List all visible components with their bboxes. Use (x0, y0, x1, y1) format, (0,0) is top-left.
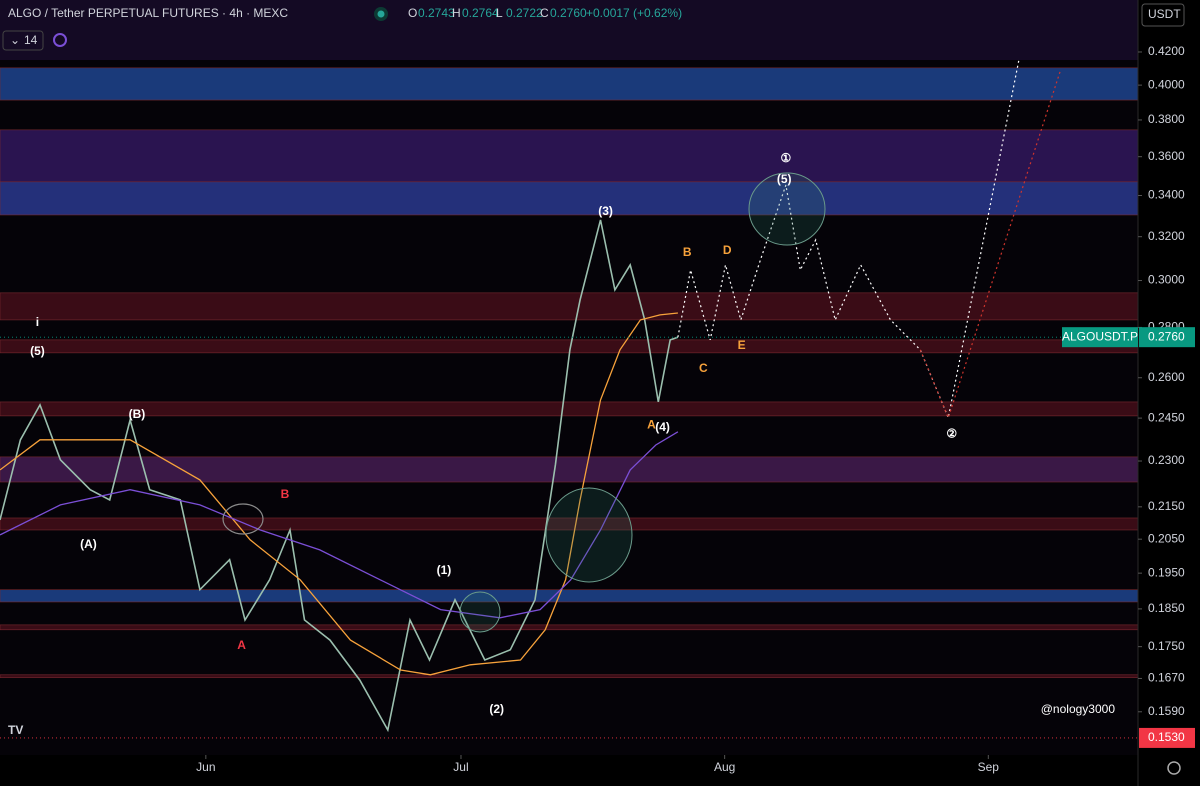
y-tick-label: 0.3400 (1148, 188, 1185, 202)
highlight (222, 503, 264, 535)
ohlc-key: H (452, 6, 461, 20)
x-tick-label: Sep (978, 760, 1000, 774)
chevron: ⌄ (10, 33, 20, 47)
price-tag-label: 0.2760 (1148, 329, 1185, 343)
wave-label: (3) (598, 204, 613, 218)
x-tick-label: Jul (453, 760, 468, 774)
series-line (677, 59, 1020, 420)
wave-label: A (237, 638, 246, 652)
y-tick-label: 0.2150 (1148, 499, 1185, 513)
top-tint (0, 0, 1138, 60)
wave-label: (4) (655, 420, 670, 434)
time-axis (0, 755, 1138, 786)
y-tick-label: 0.1590 (1148, 704, 1185, 718)
ohlc-value: 0.2760 (550, 6, 587, 20)
x-tick-label: Aug (714, 760, 735, 774)
wave-label: C (699, 361, 708, 375)
wave-label: E (738, 338, 746, 352)
currency-button[interactable] (1141, 3, 1185, 27)
x-tick-label: Jun (196, 760, 215, 774)
y-tick-label: 0.2600 (1148, 370, 1185, 384)
refresh-icon[interactable] (53, 33, 67, 47)
y-tick-label: 0.2050 (1148, 531, 1185, 545)
y-tick-label: 0.4000 (1148, 77, 1185, 91)
y-tick-label: 0.1850 (1148, 601, 1185, 615)
y-tick-label: 0.3600 (1148, 149, 1185, 163)
indicator: 14 (24, 33, 38, 47)
zone (0, 67, 1139, 101)
symbol: ALGO / Tether PERPETUAL FUTURES · 4h · M… (8, 6, 288, 20)
watermark: @nology3000 (1041, 702, 1116, 716)
price-axis (1138, 0, 1200, 786)
wave-label: (5) (30, 344, 45, 358)
highlight (545, 487, 633, 583)
y-tick-label: 0.3800 (1148, 112, 1185, 126)
wave-label: B (683, 245, 692, 259)
symbol-tag (1062, 327, 1138, 348)
indicator-box[interactable] (2, 30, 44, 51)
ohlc-value: 0.2743 (418, 6, 455, 20)
ohlc-key: O (408, 6, 417, 20)
y-tick-label: 0.1950 (1148, 565, 1185, 579)
series-line (0, 219, 679, 733)
zone (0, 456, 1139, 483)
y-tick-label: 0.2450 (1148, 410, 1185, 424)
zone (0, 401, 1139, 417)
status (377, 10, 385, 18)
y-tick-label: 0.3200 (1148, 229, 1185, 243)
change: +0.0017 (+0.62%) (586, 6, 682, 20)
series-line (0, 312, 678, 676)
logo: TV (8, 723, 23, 737)
series-line (0, 431, 679, 619)
zone (0, 292, 1139, 321)
y-tick-label: 0.1750 (1148, 639, 1185, 653)
plot-bg (0, 0, 1138, 755)
price-tag (1139, 727, 1195, 748)
wave-label: ① (781, 151, 792, 165)
price-tag-label: 0.1530 (1148, 730, 1185, 744)
highlight (459, 591, 501, 633)
zone (0, 181, 1139, 216)
y-tick-label: 0.2300 (1148, 453, 1185, 467)
ohlc-value: 0.2722 (506, 6, 543, 20)
ohlc-key: L (496, 6, 503, 20)
zone (0, 624, 1139, 631)
wave-label: D (723, 243, 732, 257)
y-tick-label: 0.1670 (1148, 671, 1185, 685)
y-tick-label: 0.4200 (1148, 44, 1185, 58)
wave-label: (5) (777, 172, 792, 186)
symbol-tag-label: ALGOUSDT.P (1062, 329, 1138, 343)
ohlc-value: 0.2764 (462, 6, 499, 20)
wave-label: i (36, 315, 39, 329)
wave-label: (A) (80, 537, 97, 551)
wave-label: (B) (129, 407, 146, 421)
y-tick-label: 0.3000 (1148, 273, 1185, 287)
zone (0, 674, 1139, 678)
wave-label: (1) (437, 563, 452, 577)
price-tag (1139, 327, 1195, 348)
zone (0, 129, 1139, 183)
ohlc-key: C (540, 6, 549, 20)
settings-icon[interactable] (1167, 761, 1181, 775)
highlight (748, 172, 826, 246)
wave-label: ② (946, 426, 957, 440)
zone (0, 589, 1139, 603)
currency: USDT (1148, 7, 1181, 21)
wave-label: A (647, 418, 656, 432)
wave-label: (2) (489, 702, 504, 716)
wave-label: B (281, 487, 290, 501)
